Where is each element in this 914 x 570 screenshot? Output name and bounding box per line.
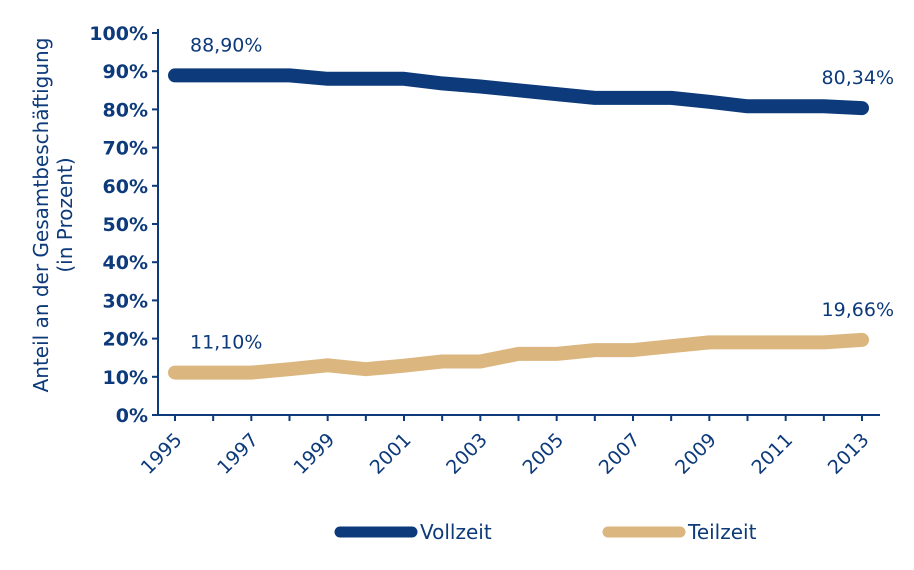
line-chart: Anteil an der Gesamtbeschäftigung (in Pr… — [0, 0, 914, 570]
x-tick-label: 1995 — [137, 429, 187, 479]
y-axis-title: Anteil an der Gesamtbeschäftigung (in Pr… — [29, 38, 77, 393]
data-label: 88,90% — [190, 34, 262, 56]
y-tick-label: 50% — [103, 214, 148, 236]
x-tick-label: 2013 — [824, 429, 874, 479]
data-label: 19,66% — [822, 299, 894, 321]
data-label: 80,34% — [822, 67, 894, 89]
y-tick-label: 0% — [116, 405, 148, 427]
y-tick-label: 90% — [103, 61, 148, 83]
y-tick-label: 20% — [103, 329, 148, 351]
y-tick-label: 100% — [89, 23, 148, 45]
x-tick-label: 2001 — [366, 429, 416, 479]
x-tick-label: 2005 — [518, 429, 568, 479]
x-tick-label: 1999 — [289, 429, 339, 479]
series-line-teilzeit — [175, 340, 862, 373]
legend-label-teilzeit: Teilzeit — [687, 520, 757, 544]
legend: Vollzeit Teilzeit — [340, 520, 757, 544]
y-tick-label: 10% — [103, 367, 148, 389]
x-tick-label: 2003 — [442, 429, 492, 479]
y-tick-label: 40% — [103, 252, 148, 274]
y-tick-label: 70% — [103, 138, 148, 160]
x-tick-label: 2007 — [595, 429, 645, 479]
x-tick-label: 2011 — [747, 429, 797, 479]
y-axis-title-line-1: Anteil an der Gesamtbeschäftigung — [29, 38, 53, 393]
y-tick-label: 60% — [103, 176, 148, 198]
x-tick-label: 2009 — [671, 429, 721, 479]
data-label: 11,10% — [190, 332, 262, 354]
legend-label-vollzeit: Vollzeit — [420, 520, 492, 544]
x-axis-tick-labels: 1995 1997 1999 2001 2003 2005 2007 2009 2011 2013 — [137, 415, 874, 479]
y-axis-title-line-2: (in Prozent) — [53, 157, 77, 272]
y-axis-tick-labels: 0% 10% 20% 30% 40% 50% 60% 70% 80% 90% 100% — [89, 23, 158, 427]
series-line-vollzeit — [175, 75, 862, 108]
series-lines — [175, 75, 862, 372]
x-tick-label: 1997 — [213, 429, 263, 479]
y-tick-label: 30% — [103, 290, 148, 312]
y-tick-label: 80% — [103, 99, 148, 121]
